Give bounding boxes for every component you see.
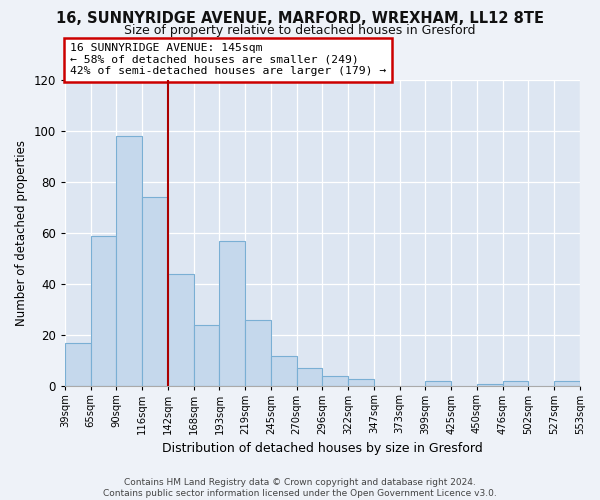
Bar — [477, 384, 503, 386]
Bar — [348, 378, 374, 386]
Text: Contains HM Land Registry data © Crown copyright and database right 2024.
Contai: Contains HM Land Registry data © Crown c… — [103, 478, 497, 498]
Bar — [297, 368, 322, 386]
X-axis label: Distribution of detached houses by size in Gresford: Distribution of detached houses by size … — [162, 442, 483, 455]
Bar — [116, 136, 142, 386]
Bar — [503, 381, 529, 386]
Bar — [220, 240, 245, 386]
Text: 16 SUNNYRIDGE AVENUE: 145sqm
← 58% of detached houses are smaller (249)
42% of s: 16 SUNNYRIDGE AVENUE: 145sqm ← 58% of de… — [70, 44, 386, 76]
Bar — [168, 274, 194, 386]
Bar — [554, 381, 580, 386]
Bar — [271, 356, 297, 386]
Bar — [65, 343, 91, 386]
Bar — [91, 236, 116, 386]
Bar — [194, 325, 220, 386]
Text: 16, SUNNYRIDGE AVENUE, MARFORD, WREXHAM, LL12 8TE: 16, SUNNYRIDGE AVENUE, MARFORD, WREXHAM,… — [56, 11, 544, 26]
Bar — [322, 376, 348, 386]
Text: Size of property relative to detached houses in Gresford: Size of property relative to detached ho… — [124, 24, 476, 37]
Bar — [425, 381, 451, 386]
Y-axis label: Number of detached properties: Number of detached properties — [15, 140, 28, 326]
Bar — [245, 320, 271, 386]
Bar — [142, 197, 168, 386]
